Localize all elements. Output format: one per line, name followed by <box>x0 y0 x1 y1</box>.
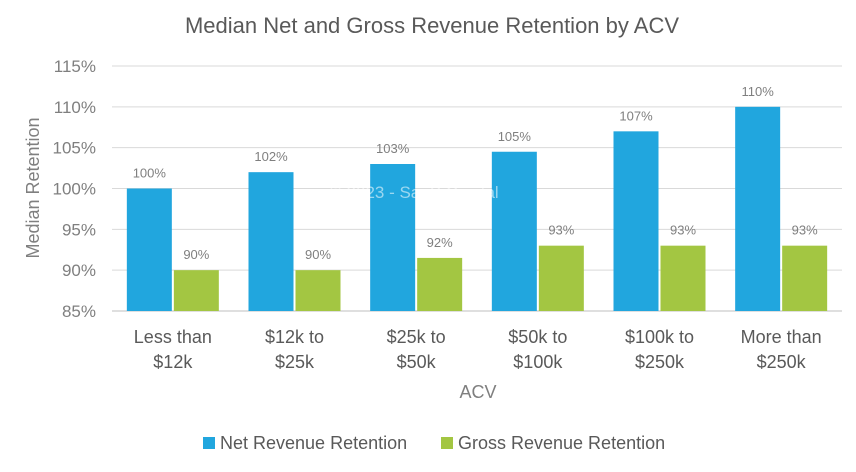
data-label: 105% <box>498 129 532 144</box>
y-tick-label: 110% <box>54 98 96 117</box>
category-label: $12k <box>153 352 193 372</box>
data-label: 107% <box>619 108 653 123</box>
data-label: 90% <box>183 247 209 262</box>
category-label: Less than <box>134 327 212 347</box>
category-label: $50k to <box>508 327 567 347</box>
gross-retention-bar <box>173 270 219 311</box>
net-retention-bar <box>248 172 294 311</box>
category-label: $12k to <box>265 327 324 347</box>
data-label: 100% <box>133 166 167 181</box>
y-axis-ticks: 85% 90% 95% 100% 105% 110% 115% <box>53 57 96 321</box>
data-label: 92% <box>427 235 453 250</box>
gross-retention-bar <box>782 245 828 311</box>
data-label: 90% <box>305 247 331 262</box>
net-retention-bar <box>126 188 172 311</box>
net-retention-bar <box>491 151 537 311</box>
chart-title: Median Net and Gross Revenue Retention b… <box>185 13 679 38</box>
data-label: 102% <box>254 149 288 164</box>
y-axis-title: Median Retention <box>23 117 43 258</box>
x-axis-title: ACV <box>459 382 496 402</box>
y-tick-label: 95% <box>62 220 96 239</box>
legend-swatch <box>203 437 215 449</box>
category-label: $250k <box>635 352 685 372</box>
legend-label: Net Revenue Retention <box>220 433 407 453</box>
category-label: $250k <box>757 352 807 372</box>
category-label: $50k <box>397 352 437 372</box>
y-tick-label: 115% <box>54 57 96 76</box>
y-tick-label: 90% <box>62 261 96 280</box>
category-label: $25k <box>275 352 315 372</box>
data-label: 110% <box>742 84 775 99</box>
legend: Net Revenue Retention Gross Revenue Reten… <box>203 433 665 453</box>
gross-retention-bar <box>417 257 463 311</box>
y-tick-label: 105% <box>53 139 96 158</box>
category-label: More than <box>741 327 822 347</box>
y-tick-label: 85% <box>62 302 96 321</box>
bars <box>126 106 828 311</box>
data-label: 93% <box>792 223 818 238</box>
category-label: $100k to <box>625 327 694 347</box>
watermark: © 2023 - SaaS Capital <box>329 183 498 202</box>
category-label: $100k <box>513 352 563 372</box>
net-retention-bar <box>735 106 781 311</box>
legend-swatch <box>441 437 453 449</box>
gridlines <box>112 65 842 312</box>
y-tick-label: 100% <box>53 180 96 199</box>
x-axis-categories: Less than $12k $12k to $25k $25k to $50k $50k … <box>134 327 822 372</box>
category-label: $25k to <box>387 327 446 347</box>
data-label: 103% <box>376 141 410 156</box>
gross-retention-bar <box>538 245 584 311</box>
data-label: 93% <box>548 223 574 238</box>
data-label: 93% <box>670 223 696 238</box>
gross-retention-bar <box>295 270 341 311</box>
legend-label: Gross Revenue Retention <box>458 433 665 453</box>
data-labels: 100% 90% 102% 90% 103% 92% 105% 93% 107% 93% 110% 9… <box>133 84 818 262</box>
gross-retention-bar <box>660 245 706 311</box>
net-retention-bar <box>370 164 416 311</box>
net-retention-bar <box>613 131 659 311</box>
